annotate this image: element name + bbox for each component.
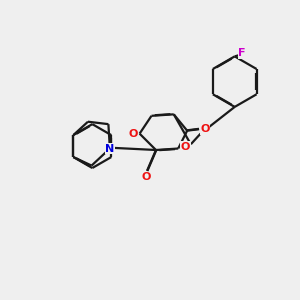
Text: O: O: [142, 172, 151, 182]
Text: O: O: [200, 124, 210, 134]
Text: O: O: [128, 129, 138, 139]
Text: N: N: [105, 143, 115, 154]
Text: O: O: [181, 142, 190, 152]
Text: N: N: [105, 143, 115, 154]
Text: F: F: [238, 48, 246, 59]
